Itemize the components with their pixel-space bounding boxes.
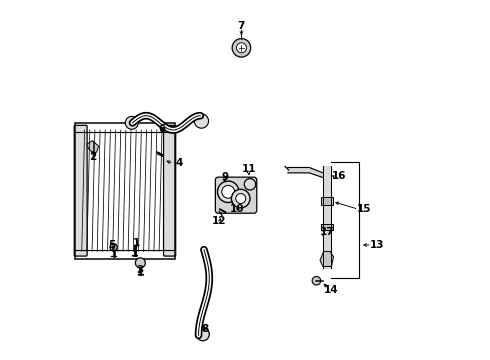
Text: 1: 1 [132, 238, 140, 248]
Text: 14: 14 [324, 285, 339, 295]
Circle shape [245, 179, 256, 190]
FancyBboxPatch shape [215, 177, 257, 213]
Polygon shape [156, 152, 164, 157]
Circle shape [125, 116, 138, 129]
Text: 4: 4 [175, 158, 183, 168]
Bar [75, 123, 174, 258]
Text: 2: 2 [90, 152, 97, 162]
Circle shape [237, 43, 246, 53]
Circle shape [196, 328, 209, 341]
Text: 6: 6 [158, 124, 166, 134]
Circle shape [222, 185, 235, 198]
Polygon shape [320, 251, 334, 266]
Text: 9: 9 [221, 172, 228, 182]
Polygon shape [321, 224, 333, 230]
Text: 17: 17 [320, 227, 335, 237]
Text: 7: 7 [238, 21, 245, 31]
Polygon shape [87, 141, 98, 153]
Circle shape [110, 244, 117, 251]
Circle shape [232, 39, 251, 57]
Text: 13: 13 [370, 240, 385, 250]
Text: 16: 16 [331, 171, 346, 181]
Text: 11: 11 [241, 164, 256, 174]
Circle shape [135, 258, 146, 268]
Circle shape [236, 194, 245, 203]
Text: 8: 8 [201, 324, 209, 334]
Text: 3: 3 [136, 265, 143, 275]
FancyBboxPatch shape [164, 125, 176, 256]
Text: 5: 5 [108, 240, 116, 250]
FancyBboxPatch shape [74, 125, 87, 256]
Text: 12: 12 [212, 216, 226, 226]
Text: 15: 15 [356, 204, 371, 214]
Polygon shape [321, 197, 333, 205]
Polygon shape [288, 167, 323, 177]
Circle shape [312, 276, 321, 285]
Circle shape [194, 114, 209, 128]
Circle shape [218, 181, 239, 203]
Text: 10: 10 [230, 204, 245, 214]
Circle shape [231, 189, 250, 208]
